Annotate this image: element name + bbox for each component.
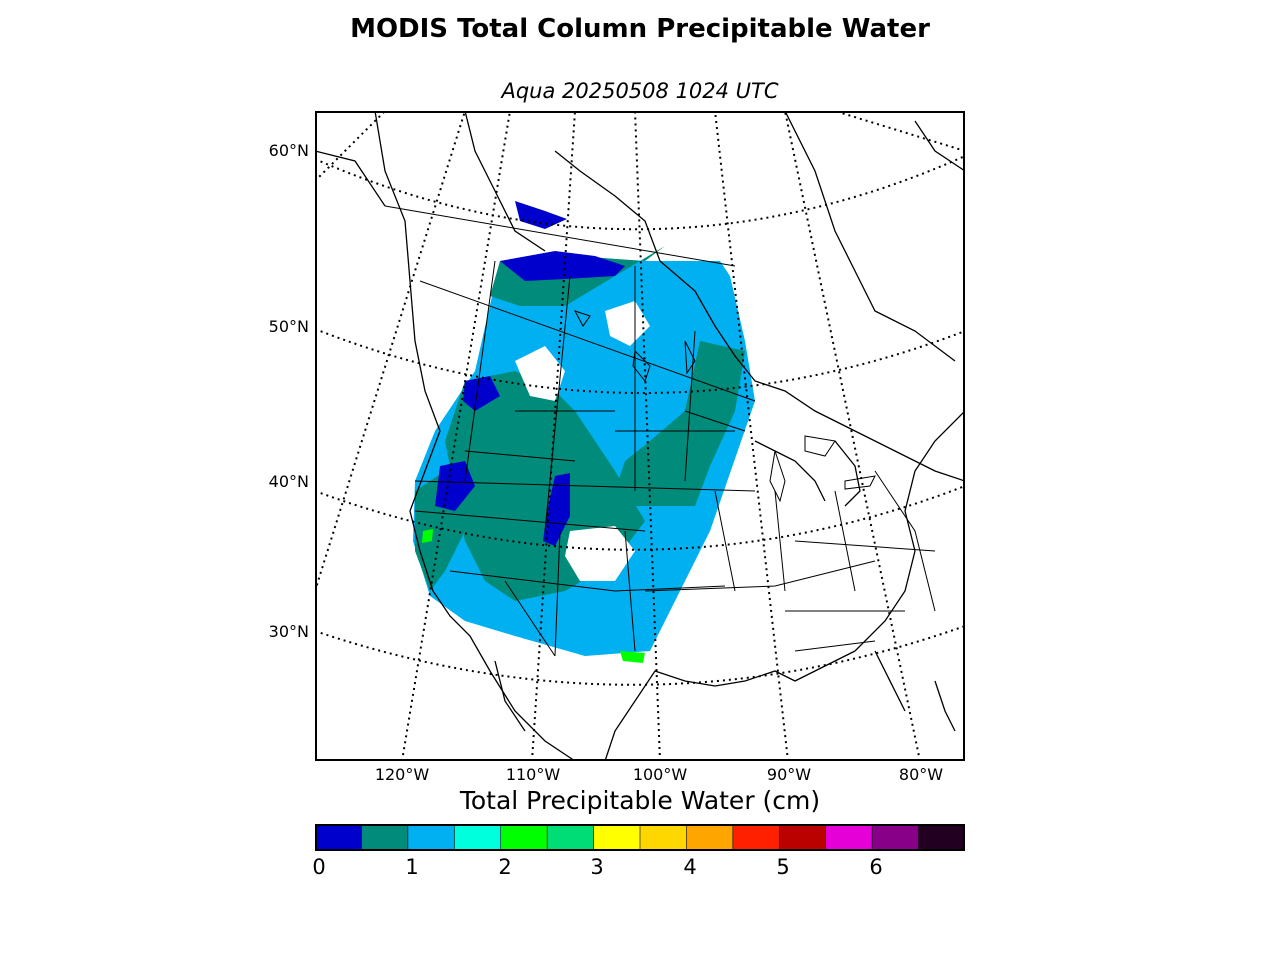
colorbar-segment [918,823,966,852]
colorbar-tick-0: 0 [312,855,326,879]
map-subtitle: Aqua 20250508 1024 UTC [501,79,779,103]
lon-label-110w: 110°W [505,765,561,784]
lon-label-80w: 80°W [898,765,944,784]
coastlines [315,111,965,761]
swath-cloud-gap [565,526,635,581]
lakes [573,310,876,503]
swath-cloud-gap-2 [515,346,565,401]
lat-label-30: 30°N [268,622,309,641]
colorbar-tick-1: 1 [405,855,419,879]
colorbar-svg [314,823,966,852]
swath-blue-north [500,251,625,281]
colorbar-tick-6: 6 [869,855,883,879]
colorbar-tick-5: 5 [776,855,790,879]
colorbar-segment [686,823,734,852]
state-borders [384,205,936,657]
colorbar-title: Total Precipitable Water (cm) [459,786,821,815]
lat-label-40: 40°N [268,472,309,491]
swath-cloud-gap-3 [605,301,650,346]
lon-label-120w: 120°W [374,765,430,784]
data-swath [413,201,755,663]
colorbar-segment [500,823,548,852]
colorbar-segment [361,823,409,852]
colorbar-segment [593,823,641,852]
colorbar [314,823,966,852]
colorbar-segment [639,823,688,852]
lat-label-60: 60°N [268,141,309,160]
colorbar-segments [314,823,966,852]
swath-teal-east [615,341,745,506]
graticule [315,111,965,761]
colorbar-segment [546,823,595,852]
colorbar-segment [453,823,502,852]
map-canvas [315,111,965,761]
colorbar-segment [314,823,363,852]
map-panel [315,111,965,761]
swath-blue-utah [543,473,570,546]
colorbar-segment [871,823,920,852]
lat-label-50: 50°N [268,317,309,336]
colorbar-segment [732,823,781,852]
colorbar-tick-2: 2 [498,855,512,879]
map-title: MODIS Total Column Precipitable Water [350,14,930,44]
swath-green-south [620,651,645,663]
colorbar-segment [407,823,456,852]
colorbar-segment [825,823,873,852]
swath-green-cal [422,529,433,543]
swath-blue-oregon [463,376,500,411]
lon-label-100w: 100°W [632,765,688,784]
colorbar-tick-3: 3 [590,855,604,879]
colorbar-tick-4: 4 [683,855,697,879]
colorbar-segment [778,823,827,852]
lon-label-90w: 90°W [766,765,812,784]
